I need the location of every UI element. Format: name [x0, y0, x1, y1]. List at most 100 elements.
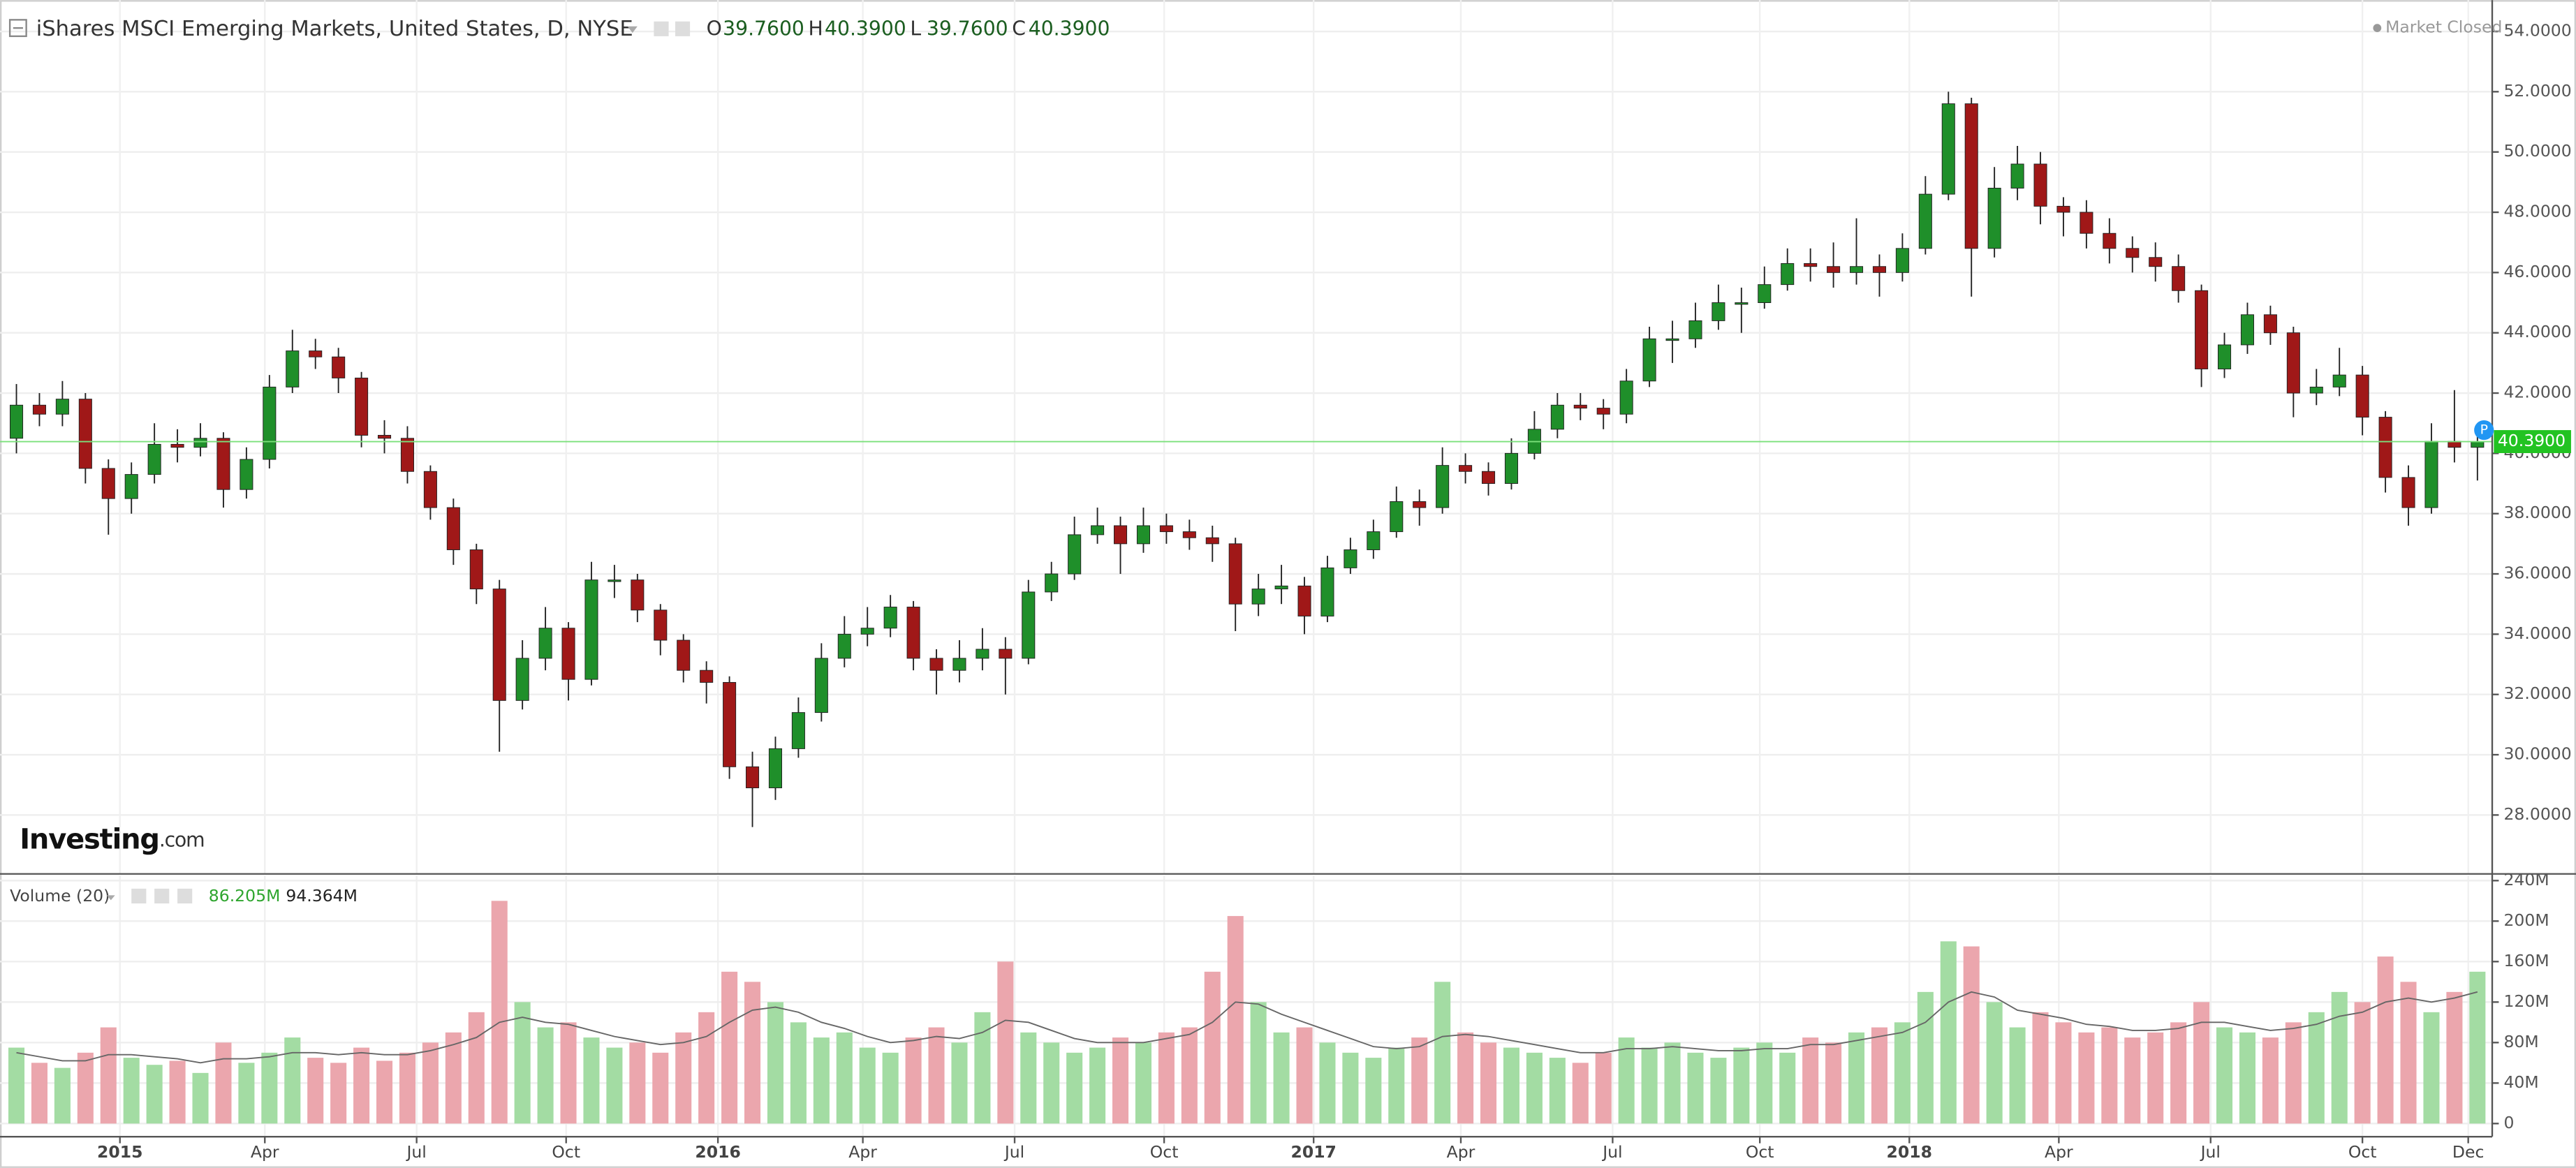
volume-bar	[951, 1042, 968, 1124]
candle-body	[216, 438, 230, 490]
volume-bar	[1388, 1047, 1405, 1124]
candle-body	[1205, 537, 1219, 545]
y-tick-label: 52.0000	[2503, 81, 2571, 101]
volume-bar	[1641, 1047, 1658, 1124]
volume-bar	[698, 1012, 715, 1124]
volume-bar	[1549, 1058, 1566, 1124]
volume-bar	[399, 1052, 415, 1124]
candle-body	[677, 640, 691, 671]
volume-format[interactable]	[154, 888, 170, 904]
ohlc-key: H	[809, 17, 823, 40]
x-tick-label: 2016	[695, 1142, 740, 1162]
volume-bar	[2354, 1002, 2371, 1124]
y-tick-label: 48.0000	[2503, 202, 2571, 221]
volume-bar	[1319, 1042, 1336, 1124]
volume-bar	[376, 1060, 393, 1124]
ohlc-legend: O 39.7600 H 40.3900 L 39.7600 C 40.3900	[707, 17, 1110, 40]
y2-tick-label: 0	[2503, 1113, 2514, 1132]
volume-bar	[813, 1037, 830, 1124]
volume-bar	[1434, 982, 1451, 1124]
candle-body	[2172, 266, 2186, 291]
y2-tick-label: 40M	[2503, 1072, 2538, 1092]
candle-body	[1504, 452, 1518, 485]
volume-bar	[238, 1063, 255, 1124]
x-tick-label: Dec	[2452, 1142, 2485, 1162]
volume-bar	[1710, 1058, 1727, 1124]
volume-bar	[307, 1058, 324, 1124]
candle-body	[2355, 374, 2369, 418]
volume-bar	[1779, 1052, 1796, 1124]
y2-tick-label: 240M	[2503, 870, 2549, 889]
candle-body	[2378, 417, 2392, 478]
volume-value: 86.205M	[209, 886, 281, 905]
volume-bar	[1020, 1032, 1037, 1124]
volume-bar	[1848, 1032, 1865, 1124]
candle-body	[515, 658, 529, 701]
volume-bar	[123, 1058, 140, 1124]
volume-bar	[1204, 971, 1221, 1124]
candle-body	[1849, 266, 1864, 273]
x-tick-label: Jul	[1003, 1142, 1024, 1162]
volume-bar	[2446, 991, 2463, 1124]
candle-body	[1274, 585, 1288, 590]
volume-bar	[606, 1047, 623, 1124]
title-menu[interactable]	[627, 26, 638, 34]
volume-bar	[1135, 1042, 1151, 1124]
candle-body	[745, 766, 760, 788]
y-tick-label: 50.0000	[2503, 141, 2571, 161]
candle-body	[2195, 290, 2209, 369]
volume-bar	[629, 1042, 646, 1124]
ohlc-key: O	[707, 17, 722, 40]
x-tick-label: Jul	[1601, 1142, 1622, 1162]
format-button[interactable]	[675, 21, 691, 36]
y-tick-label: 44.0000	[2503, 322, 2571, 341]
candle-body	[1068, 534, 1082, 575]
candle-body	[976, 649, 989, 659]
volume-bar	[1595, 1052, 1612, 1124]
x-tick-label: 2018	[1887, 1142, 1932, 1162]
volume-bar	[1365, 1058, 1382, 1124]
candle-body	[124, 474, 138, 499]
market-status: Market Closed	[2385, 17, 2502, 37]
candle-body	[1113, 525, 1128, 545]
volume-menu[interactable]	[106, 895, 115, 901]
volume-remove[interactable]	[177, 888, 193, 904]
volume-bar	[859, 1047, 876, 1124]
candle-body	[1712, 302, 1725, 321]
y-tick-label: 38.0000	[2503, 503, 2571, 522]
volume-bar	[1043, 1042, 1060, 1124]
candle-body	[170, 443, 184, 448]
candle-body	[837, 633, 851, 659]
volume-bar	[1825, 1042, 1842, 1124]
volume-settings[interactable]	[131, 888, 147, 904]
candle-body	[1758, 284, 1772, 303]
x-tick-label: 2017	[1290, 1142, 1336, 1162]
volume-bar	[31, 1063, 47, 1124]
x-tick-label: Apr	[251, 1142, 279, 1162]
volume-bar	[1296, 1027, 1313, 1124]
volume-bar	[1457, 1032, 1474, 1124]
candle-body	[2286, 332, 2300, 394]
candle-body	[1297, 585, 1311, 616]
candle-body	[1182, 531, 1196, 538]
candle-body	[929, 658, 943, 671]
settings-button[interactable]	[654, 21, 669, 36]
volume-bar	[652, 1052, 669, 1124]
volume-bar	[2101, 1027, 2118, 1124]
x-tick-label: Oct	[1150, 1142, 1179, 1162]
volume-bar	[1181, 1027, 1198, 1124]
volume-bar	[169, 1060, 186, 1124]
volume-bar	[1733, 1047, 1750, 1124]
candle-body	[286, 350, 300, 387]
y-tick-label: 54.0000	[2503, 21, 2571, 40]
collapse-button[interactable]	[8, 19, 27, 38]
volume-bar	[146, 1065, 163, 1124]
volume-bar	[2193, 1002, 2210, 1124]
volume-bar	[537, 1027, 554, 1124]
volume-bar	[1572, 1063, 1589, 1124]
volume-bar	[1526, 1052, 1543, 1124]
volume-bar	[2124, 1037, 2141, 1124]
candle-body	[423, 471, 437, 508]
candle-body	[2240, 314, 2254, 346]
